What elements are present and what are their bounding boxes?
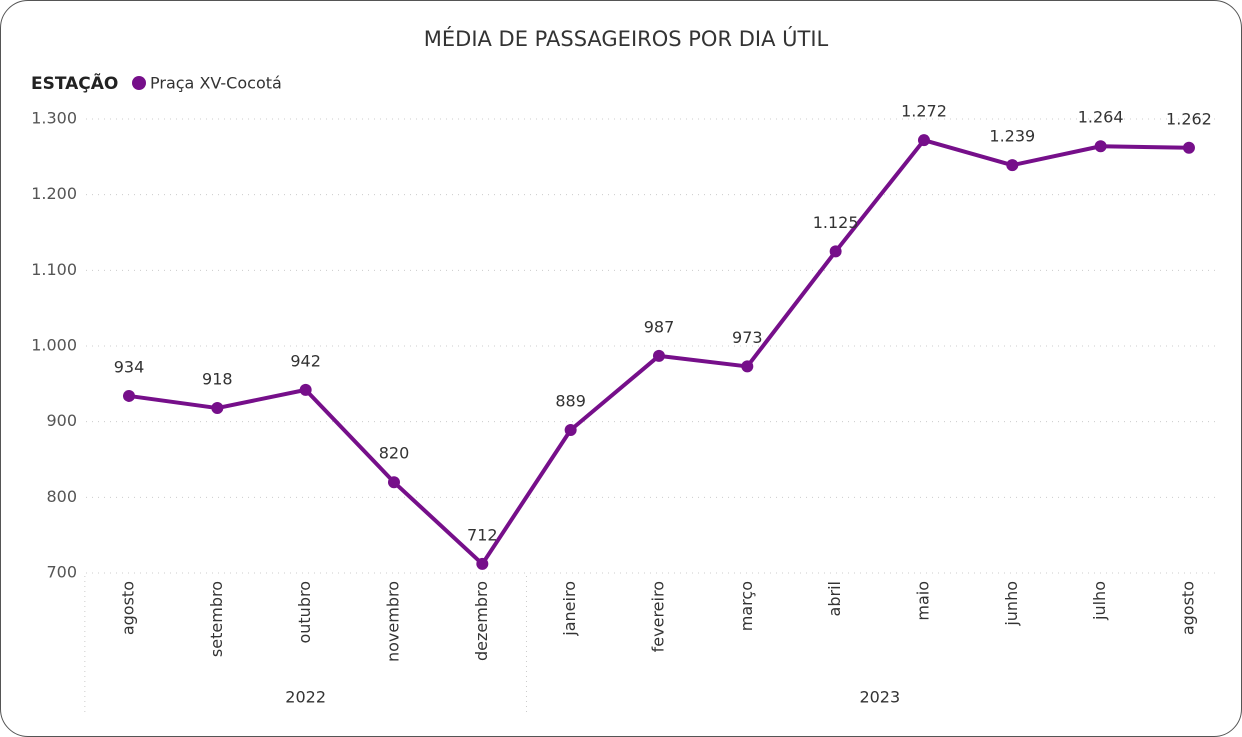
data-point (387, 476, 400, 489)
data-point (123, 389, 135, 402)
data-label: 973 (732, 328, 763, 347)
x-tick-label: julho (1090, 581, 1109, 621)
y-tick-label: 900 (46, 411, 77, 430)
data-point (652, 349, 665, 362)
data-label: 712 (467, 525, 498, 544)
x-tick-label: janeiro (560, 581, 579, 637)
data-point (299, 383, 312, 396)
data-label: 942 (290, 351, 321, 370)
data-point (829, 245, 842, 258)
data-point (564, 423, 577, 436)
data-point (1094, 140, 1107, 153)
x-tick-label: novembro (383, 581, 402, 662)
data-point (741, 360, 754, 373)
group-label: 2023 (859, 688, 900, 707)
data-label: 889 (555, 391, 586, 410)
chart-title: MÉDIA DE PASSAGEIROS POR DIA ÚTIL (424, 26, 829, 51)
y-tick-label: 1.200 (31, 184, 77, 203)
data-point (211, 402, 224, 415)
y-tick-label: 1.300 (31, 109, 77, 128)
data-point (1182, 141, 1195, 154)
x-tick-label: agosto (119, 581, 138, 635)
data-label: 820 (379, 444, 410, 463)
data-label: 1.264 (1078, 108, 1124, 127)
x-tick-label: fevereiro (648, 581, 667, 652)
legend-title: ESTAÇÃO (31, 71, 118, 94)
x-tick-label: março (737, 581, 756, 631)
data-label: 1.125 (813, 213, 859, 232)
data-label: 1.272 (901, 102, 947, 121)
data-label: 918 (202, 370, 233, 389)
data-point (476, 557, 489, 570)
data-label: 934 (114, 357, 145, 376)
y-tick-label: 800 (46, 487, 77, 506)
x-tick-label: outubro (295, 581, 314, 644)
x-tick-label: junho (1002, 581, 1021, 627)
legend-marker (132, 76, 146, 90)
group-label: 2022 (285, 688, 326, 707)
y-tick-label: 700 (46, 563, 77, 582)
data-label: 1.262 (1166, 109, 1212, 128)
x-tick-label: abril (825, 581, 844, 616)
x-tick-label: dezembro (472, 581, 491, 661)
y-tick-label: 1.100 (31, 260, 77, 279)
x-tick-label: setembro (207, 581, 226, 657)
data-point (917, 134, 930, 147)
data-label: 1.239 (989, 127, 1035, 146)
data-point (1006, 159, 1019, 172)
y-tick-label: 1.000 (31, 336, 77, 355)
legend-label: Praça XV-Cocotá (150, 74, 282, 93)
x-tick-label: agosto (1178, 581, 1197, 635)
data-label: 987 (644, 317, 675, 336)
x-tick-label: maio (913, 581, 932, 621)
